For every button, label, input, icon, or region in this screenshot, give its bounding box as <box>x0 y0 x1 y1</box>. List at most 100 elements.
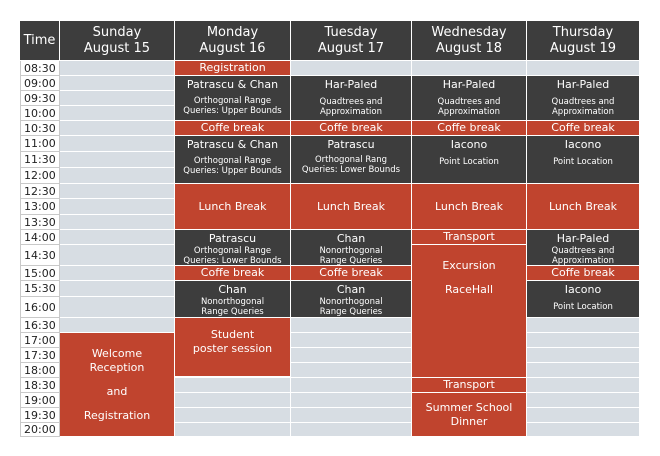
mon-student-poster-session: Student poster session <box>175 318 291 377</box>
event-sub: Approximation <box>437 107 500 117</box>
empty-slot <box>527 348 640 363</box>
header-time: Time <box>20 21 60 61</box>
header-day-tuesday: Tuesday August 17 <box>291 21 412 61</box>
day-name: Sunday <box>92 24 142 40</box>
event-line: RaceHall <box>444 283 494 296</box>
event-sub: Queries: Lower Bounds <box>183 256 282 266</box>
empty-slot <box>527 423 640 437</box>
time-slot-label: 15:00 <box>20 266 60 281</box>
event-sub: Range Queries <box>201 307 264 317</box>
empty-slot <box>60 245 175 266</box>
event-sub: Point Location <box>553 157 613 167</box>
time-slot-label: 10:30 <box>20 121 60 136</box>
event-title: Coffe break <box>200 121 265 134</box>
schedule-table: Time Sunday August 15 Monday August 16 T… <box>20 21 640 437</box>
event-title: Patrascu <box>208 232 257 245</box>
event-title: Registration <box>199 61 266 74</box>
empty-slot <box>60 230 175 245</box>
event-sub: Queries: Upper Bounds <box>183 166 282 176</box>
time-slot-label: 11:30 <box>20 152 60 168</box>
header-day-monday: Monday August 16 <box>175 21 291 61</box>
tue-coffee-break-2: Coffe break <box>291 266 412 281</box>
event-sub: Nonorthogonal <box>319 246 383 256</box>
empty-slot <box>60 297 175 318</box>
event-title: Har-Paled <box>556 232 610 245</box>
time-slot-label: 11:00 <box>20 136 60 152</box>
empty-slot <box>175 378 291 393</box>
time-slot-label: 20:00 <box>20 423 60 437</box>
event-title: Coffe break <box>319 266 383 279</box>
event-title: Patrascu & Chan <box>186 138 279 151</box>
event-line: poster session <box>192 342 273 355</box>
wed-har-paled: Har-Paled Quadtrees and Approximation <box>412 76 527 121</box>
event-title: Har-Paled <box>324 78 378 91</box>
header-day-wednesday: Wednesday August 18 <box>412 21 527 61</box>
empty-slot <box>291 378 412 393</box>
event-title: Lunch Break <box>434 199 504 213</box>
event-line: Excursion <box>442 259 496 272</box>
empty-slot <box>527 393 640 408</box>
tue-har-paled: Har-Paled Quadtrees and Approximation <box>291 76 412 121</box>
thu-coffee-break-1: Coffe break <box>527 121 640 136</box>
empty-slot <box>60 76 175 91</box>
empty-slot <box>527 378 640 393</box>
header-time-label: Time <box>23 32 56 48</box>
event-title: Lunch Break <box>548 199 618 213</box>
time-slot-label: 19:30 <box>20 408 60 423</box>
event-line: Dinner <box>450 414 488 428</box>
time-slot-label: 17:30 <box>20 348 60 363</box>
day-date: August 18 <box>435 40 503 56</box>
thu-iacono-2: Iacono Point Location <box>527 281 640 318</box>
day-name: Monday <box>206 24 259 40</box>
time-slot-label: 15:30 <box>20 281 60 297</box>
event-sub: Quadtrees and <box>551 97 615 107</box>
empty-slot <box>175 393 291 408</box>
time-slot-label: 16:00 <box>20 297 60 318</box>
time-slot-label: 18:00 <box>20 363 60 378</box>
empty-slot <box>291 393 412 408</box>
event-title: Lunch Break <box>198 199 267 213</box>
thu-har-paled-2: Har-Paled Quadtrees and Approximation <box>527 230 640 266</box>
event-title: Iacono <box>564 138 602 151</box>
wed-coffee-break: Coffe break <box>412 121 527 136</box>
thu-coffee-break-2: Coffe break <box>527 266 640 281</box>
event-sub: Queries: Lower Bounds <box>301 165 401 175</box>
event-title: Har-Paled <box>556 78 610 91</box>
header-day-sunday: Sunday August 15 <box>60 21 175 61</box>
event-sub: Nonorthogonal <box>200 297 265 307</box>
empty-slot <box>60 121 175 136</box>
time-slot-label: 14:30 <box>20 245 60 266</box>
empty-slot <box>60 91 175 106</box>
empty-slot <box>60 266 175 281</box>
event-title: Coffe break <box>551 266 615 279</box>
empty-slot <box>175 423 291 437</box>
event-title: Coffe break <box>200 266 265 279</box>
time-slot-label: 09:30 <box>20 91 60 106</box>
event-sub: Orthogonal Range <box>193 156 272 166</box>
time-slot-label: 19:00 <box>20 393 60 408</box>
event-title: Chan <box>336 232 366 245</box>
thu-iacono-1: Iacono Point Location <box>527 136 640 184</box>
mon-chan: Chan Nonorthogonal Range Queries <box>175 281 291 318</box>
empty-slot <box>175 408 291 423</box>
wed-summer-school-dinner: Summer School Dinner <box>412 393 527 437</box>
wed-excursion: Excursion RaceHall <box>412 245 527 378</box>
event-title: Patrascu & Chan <box>186 78 279 91</box>
empty-slot <box>291 333 412 348</box>
empty-slot <box>60 184 175 199</box>
wed-lunch-break: Lunch Break <box>412 184 527 230</box>
tue-chan-2: Chan Nonorthogonal Range Queries <box>291 281 412 318</box>
empty-slot <box>291 318 412 333</box>
tue-patrascu: Patrascu Orthogonal Rang Queries: Lower … <box>291 136 412 184</box>
event-title: Transport <box>443 378 495 391</box>
event-title: Coffe break <box>551 121 615 134</box>
day-name: Thursday <box>552 24 614 40</box>
day-name: Tuesday <box>324 24 378 40</box>
wed-transport-1: Transport <box>412 230 527 245</box>
mon-coffee-break-1: Coffe break <box>175 121 291 136</box>
event-title: Iacono <box>564 283 602 296</box>
event-title: Coffe break <box>437 121 501 134</box>
time-slot-label: 13:30 <box>20 215 60 230</box>
event-title: Coffe break <box>319 121 383 134</box>
time-slot-label: 09:00 <box>20 76 60 91</box>
